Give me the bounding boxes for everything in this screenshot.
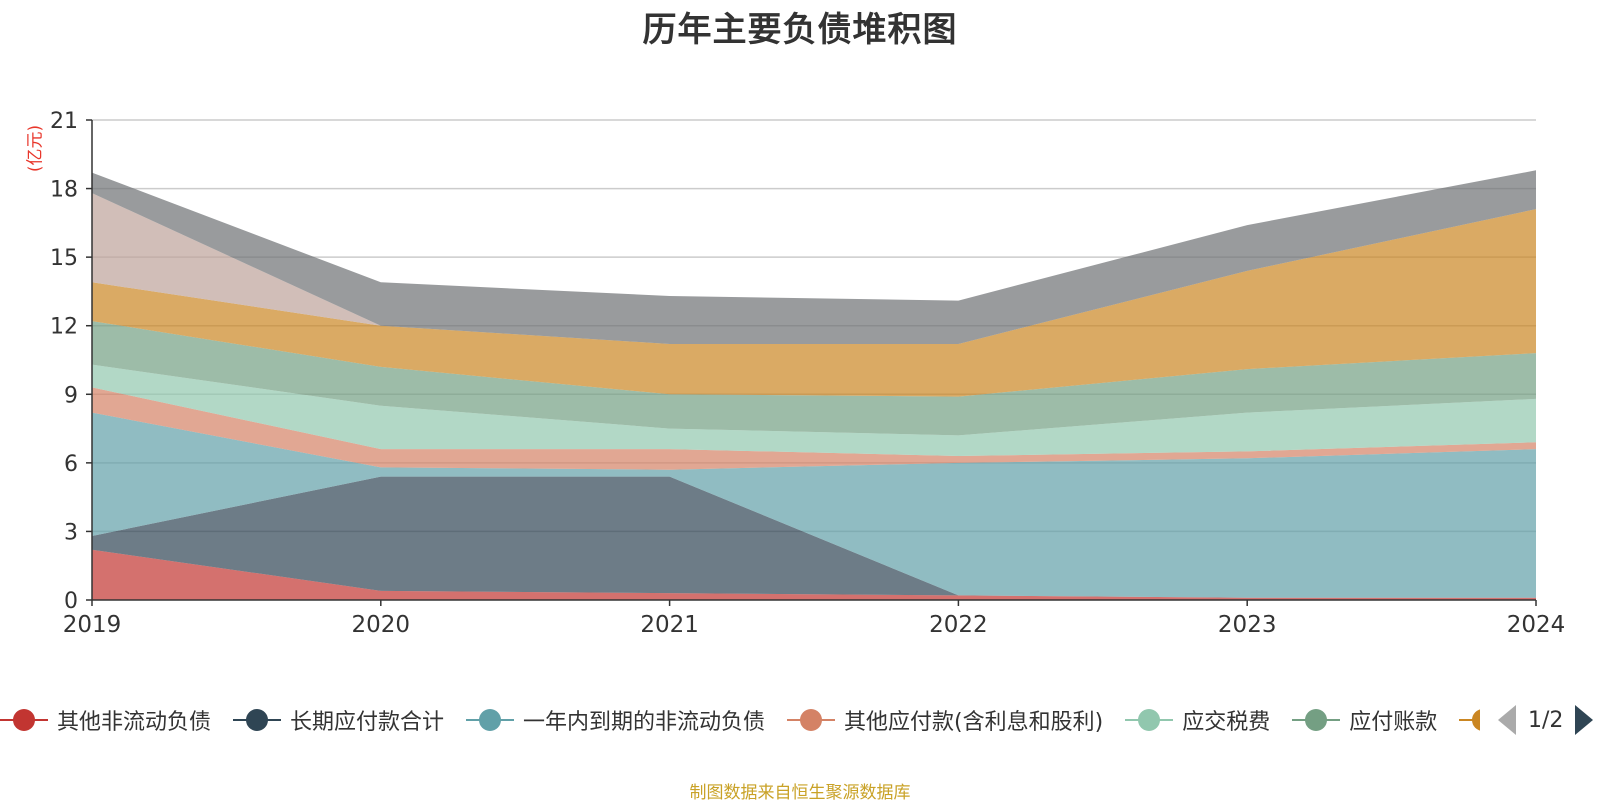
legend-item[interactable]: 其他应付款(含利息和股利) [787,704,1103,736]
legend-label: 应付账款 [1349,710,1438,735]
source-note: 制图数据来自恒生聚源数据库 [689,783,911,803]
legend-marker-icon [1292,708,1341,732]
x-tick-label: 2024 [1507,612,1566,638]
legend-item[interactable]: 应付票据 [1459,704,1480,736]
legend-item[interactable]: 一年内到期的非流动负债 [466,704,765,736]
area-series-1 [92,476,1536,598]
area-series-0 [92,549,1536,600]
area-series-2 [92,412,1536,598]
legend-marker-icon [466,708,515,732]
x-tick-label: 2020 [352,612,411,638]
y-tick-label: 0 [64,589,78,614]
legend-label: 一年内到期的非流动负债 [523,710,766,735]
legend-label: 其他应付款(含利息和股利) [844,710,1104,735]
legend-item[interactable]: 应交税费 [1125,704,1270,736]
area-series-3 [92,387,1536,470]
legend-next-page-icon[interactable] [1575,705,1594,735]
axes: 0 3 6 9 12 15 18 21 2019 2020 2021 2022 2023 2024 [50,109,1565,638]
legend-prev-page-icon[interactable] [1498,705,1516,735]
legend-marker-icon [233,708,282,732]
chart-title: 历年主要负债堆积图 [642,10,958,50]
legend: 其他非流动负债 长期应付款合计 一年内到期的非流动负债 其他应付款(含利息和股利) 应交… [0,700,1480,740]
legend-item[interactable]: 应付账款 [1292,704,1437,736]
y-tick-label: 12 [50,315,78,340]
y-tick-label: 9 [64,383,78,408]
x-tick-label: 2023 [1218,612,1277,638]
y-tick-label: 6 [64,452,78,477]
area-series-4 [92,364,1536,456]
legend-page-indicator: 1/2 [1528,707,1564,733]
legend-label: 长期应付款合计 [290,710,445,735]
legend-item[interactable]: 其他非流动负债 [0,704,211,736]
legend-marker-icon [0,708,48,732]
legend-marker-icon [787,708,836,732]
legend-item[interactable]: 长期应付款合计 [233,704,444,736]
y-tick-label: 18 [50,178,78,203]
area-series-5 [92,321,1536,436]
x-tick-label: 2019 [63,612,122,638]
legend-label: 应交税费 [1182,710,1271,735]
legend-pager: 1/2 [1498,700,1594,740]
area-series-6 [92,209,1536,397]
legend-label: 其他非流动负债 [57,710,212,735]
y-tick-label: 21 [50,109,78,134]
x-tick-label: 2022 [929,612,988,638]
y-tick-label: 15 [50,246,78,271]
y-tick-label: 3 [64,520,78,545]
area-series-8 [92,170,1536,344]
area-series [92,170,1536,600]
legend-marker-icon [1459,708,1480,732]
stacked-area-chart: 0 3 6 9 12 15 18 21 2019 2020 2021 2022 2023 2024 [50,109,1565,638]
x-tick-label: 2021 [640,612,699,638]
legend-marker-icon [1125,708,1174,732]
